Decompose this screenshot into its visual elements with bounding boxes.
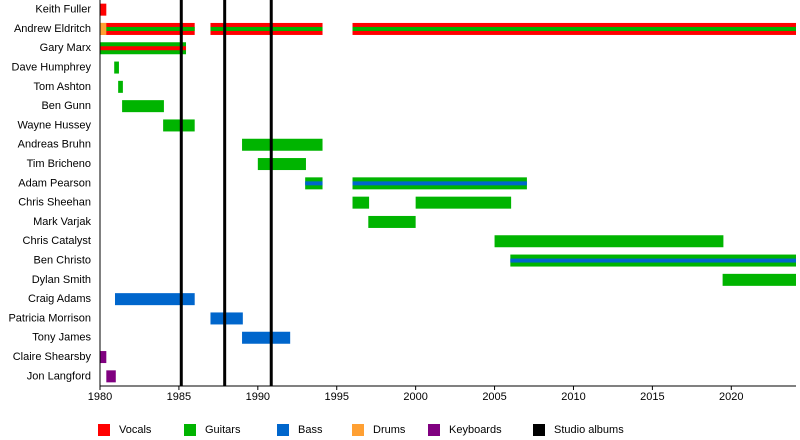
member-label: Chris Catalyst xyxy=(23,235,91,247)
role-span xyxy=(118,80,123,93)
role-stripe xyxy=(210,26,323,31)
member-label: Tony James xyxy=(32,332,91,344)
member-label: Dylan Smith xyxy=(32,274,91,286)
x-tick-label: 2000 xyxy=(403,391,427,403)
x-tick-label: 2015 xyxy=(640,391,664,403)
role-stripe xyxy=(305,181,323,186)
legend-swatch xyxy=(184,424,196,436)
role-span xyxy=(163,119,195,132)
member-label: Andrew Eldritch xyxy=(14,23,91,35)
x-tick-label: 2010 xyxy=(561,391,585,403)
legend-label: Vocals xyxy=(119,424,152,436)
member-label: Adam Pearson xyxy=(18,177,91,189)
member-label: Jon Langford xyxy=(27,370,91,382)
x-tick-label: 1990 xyxy=(246,391,270,403)
member-label: Keith Fuller xyxy=(35,4,91,16)
role-span xyxy=(722,273,796,286)
role-span xyxy=(114,61,119,74)
role-span xyxy=(494,235,724,248)
role-span xyxy=(352,196,370,209)
role-span xyxy=(122,100,164,113)
member-label: Gary Marx xyxy=(40,42,92,54)
x-tick-label: 2005 xyxy=(482,391,506,403)
role-stripe xyxy=(352,181,527,186)
x-tick-label: 1995 xyxy=(324,391,348,403)
member-label: Craig Adams xyxy=(28,293,91,305)
role-span xyxy=(242,138,323,151)
role-stripe xyxy=(352,26,796,31)
legend-label: Drums xyxy=(373,424,406,436)
role-stripe xyxy=(100,26,195,31)
role-span xyxy=(100,351,107,364)
legend-swatch xyxy=(533,424,545,436)
legend-swatch xyxy=(428,424,440,436)
member-label: Dave Humphrey xyxy=(12,61,92,73)
role-span xyxy=(100,3,107,16)
member-label: Patricia Morrison xyxy=(8,312,91,324)
x-tick-label: 1985 xyxy=(167,391,191,403)
member-label: Tom Ashton xyxy=(34,81,91,93)
member-label: Claire Shearsby xyxy=(13,351,92,363)
role-span xyxy=(368,215,416,228)
x-tick-label: 2020 xyxy=(719,391,743,403)
member-label: Mark Varjak xyxy=(33,216,91,228)
role-span xyxy=(415,196,512,209)
role-stripe xyxy=(510,258,796,263)
legend-swatch xyxy=(352,424,364,436)
legend-swatch xyxy=(98,424,110,436)
legend-label: Studio albums xyxy=(554,424,624,436)
member-label: Tim Bricheno xyxy=(27,158,91,170)
legend-swatch xyxy=(277,424,289,436)
role-span xyxy=(114,293,195,306)
member-label: Andreas Bruhn xyxy=(18,139,91,151)
member-label: Ben Christo xyxy=(34,254,91,266)
role-stripe xyxy=(100,46,187,51)
member-label: Chris Sheehan xyxy=(18,197,91,209)
legend-label: Bass xyxy=(298,424,323,436)
legend-label: Guitars xyxy=(205,424,241,436)
member-label: Ben Gunn xyxy=(41,100,91,112)
role-span xyxy=(100,22,107,35)
role-span xyxy=(210,312,243,325)
member-label: Wayne Hussey xyxy=(17,119,91,131)
role-span xyxy=(242,331,291,344)
role-span xyxy=(106,370,116,383)
legend-label: Keyboards xyxy=(449,424,502,436)
role-span xyxy=(257,158,306,171)
x-tick-label: 1980 xyxy=(88,391,112,403)
